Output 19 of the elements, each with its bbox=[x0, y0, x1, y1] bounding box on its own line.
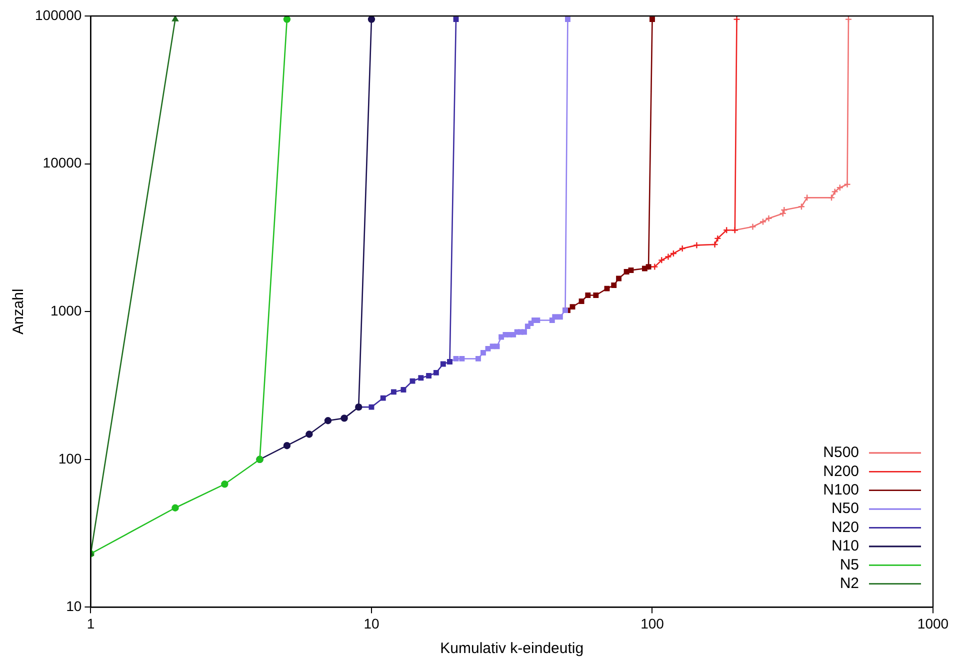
legend-label: N50 bbox=[831, 500, 859, 518]
x-tick-label: 100 bbox=[640, 615, 664, 632]
legend-label: N2 bbox=[840, 574, 859, 592]
y-tick-label: 10 bbox=[66, 598, 82, 614]
y-tick-label: 100000 bbox=[35, 6, 82, 23]
y-axis-title: Anzahl bbox=[10, 288, 28, 335]
x-tick-label: 10 bbox=[364, 615, 380, 632]
legend-label: N5 bbox=[840, 556, 859, 574]
y-tick-label: 10000 bbox=[42, 154, 82, 171]
legend-label: N100 bbox=[823, 481, 859, 498]
legend-label: N20 bbox=[831, 518, 859, 536]
y-tick-label: 100 bbox=[58, 450, 82, 466]
legend-label: N10 bbox=[831, 538, 859, 555]
legend-label: N500 bbox=[823, 444, 859, 462]
x-axis-title: Kumulativ k-eindeutig bbox=[440, 640, 584, 658]
y-tick-label: 1000 bbox=[50, 302, 82, 318]
legend-label: N200 bbox=[823, 462, 859, 480]
x-tick-label: 1 bbox=[86, 615, 95, 632]
x-tick-label: 1000 bbox=[917, 615, 949, 632]
